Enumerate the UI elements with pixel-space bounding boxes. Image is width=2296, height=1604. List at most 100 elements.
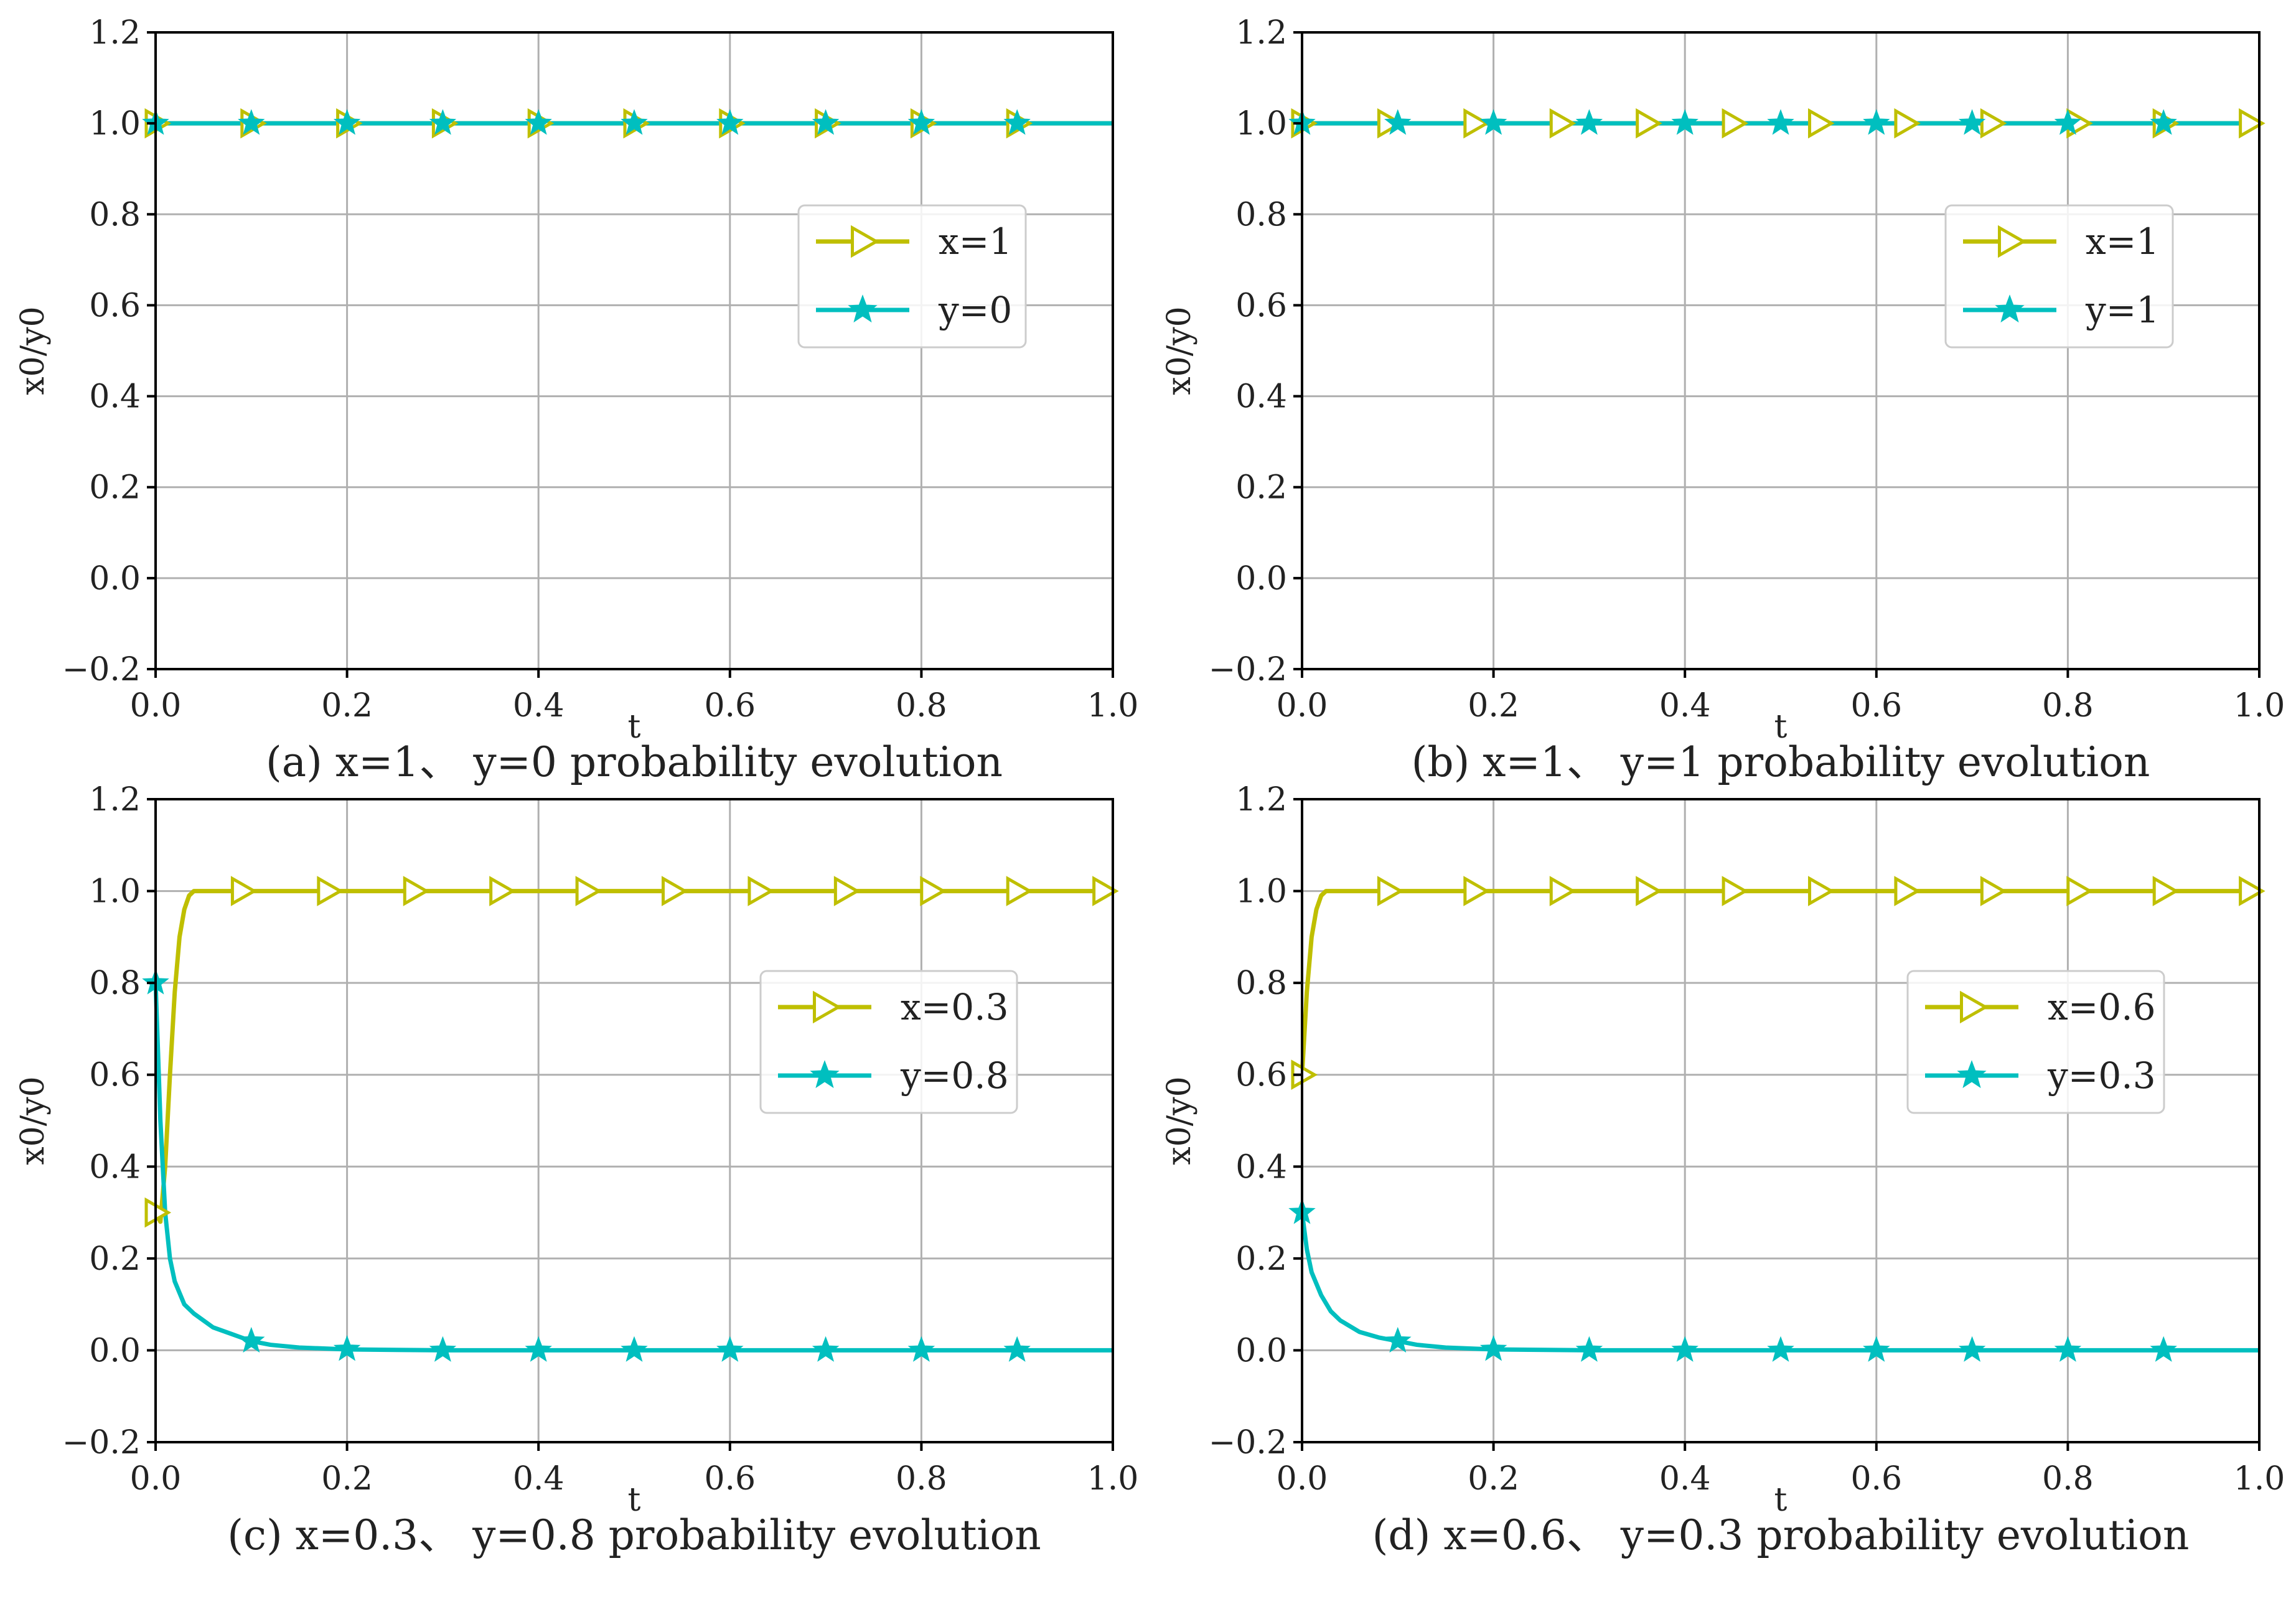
- data-point-x=0.3: [662, 876, 688, 906]
- x-tick-label: 1.0: [1087, 1460, 1139, 1498]
- y-tick-label: −0.2: [1209, 1424, 1287, 1461]
- x-tick-label: 0.4: [1659, 687, 1711, 725]
- data-point-y=0: [1003, 109, 1031, 135]
- data-point-y=0.3: [1671, 1336, 1699, 1362]
- legend: x=0.3 y=0.8: [759, 970, 1018, 1114]
- x-tick-label: 0.4: [1659, 1460, 1711, 1498]
- data-point-y=0.8: [429, 1336, 457, 1362]
- y-tick-label: 1.2: [1235, 14, 1287, 52]
- data-point-y=0: [333, 109, 361, 135]
- legend-label: x=0.3: [901, 986, 1009, 1028]
- x-tick-label: 0.4: [513, 1460, 565, 1498]
- data-point-y=0.3: [1479, 1335, 1507, 1361]
- data-point-x=0.3: [489, 876, 516, 906]
- legend-label: x=1: [2086, 220, 2159, 263]
- legend-marker-x=1: [1998, 225, 2027, 258]
- y-tick-label: 0.2: [1235, 469, 1287, 507]
- data-point-y=0.8: [907, 1336, 935, 1362]
- data-point-y=1: [1671, 109, 1699, 135]
- y-tick-label: 0.0: [1235, 560, 1287, 598]
- x-tick-label: 0.0: [1277, 687, 1328, 725]
- legend-marker-y=0: [848, 294, 878, 323]
- data-point-x=0.6: [2066, 876, 2093, 906]
- data-point-y=1: [1575, 109, 1603, 135]
- y-tick-label: 1.2: [1235, 781, 1287, 818]
- data-point-y=0.3: [1863, 1336, 1890, 1362]
- data-point-x=1: [1377, 108, 1404, 139]
- data-point-x=0.6: [1549, 876, 1577, 906]
- panel-caption: (d) x=0.6、 y=0.3 probability evolution: [1372, 1511, 2190, 1559]
- data-point-x=0.3: [403, 876, 430, 906]
- data-point-x=0.6: [1377, 876, 1404, 906]
- data-point-x=1: [2239, 108, 2266, 139]
- data-point-y=0.3: [2054, 1336, 2082, 1362]
- legend-label: y=0: [938, 289, 1012, 331]
- data-point-x=1: [1636, 108, 1662, 139]
- data-point-y=0.3: [1958, 1336, 1986, 1362]
- y-tick-label: 0.8: [1235, 965, 1287, 1002]
- y-tick-label: 0.8: [1235, 196, 1287, 233]
- data-point-x=0.3: [833, 876, 861, 906]
- data-point-x=0.3: [1006, 876, 1033, 906]
- series-line-y=0.8: [153, 983, 1113, 1353]
- data-point-y=0.8: [1003, 1336, 1031, 1362]
- x-tick-label: 0.4: [513, 687, 565, 725]
- legend: x=1 y=0: [797, 204, 1027, 349]
- panel-caption: (c) x=0.3、 y=0.8 probability evolution: [227, 1511, 1041, 1559]
- legend-marker-x=1: [851, 225, 880, 258]
- y-tick-label: 1.0: [89, 873, 141, 911]
- data-point-x=1: [1549, 108, 1577, 139]
- legend-marker-x=0.6: [1960, 990, 1989, 1024]
- y-tick-label: 0.0: [89, 1332, 141, 1369]
- y-tick-label: 0.2: [1235, 1241, 1287, 1278]
- data-point-y=1: [1863, 109, 1890, 135]
- y-tick-label: 0.0: [89, 560, 141, 598]
- x-tick-label: 0.8: [2042, 1460, 2094, 1498]
- data-point-x=1: [1980, 108, 2007, 139]
- y-tick-label: 0.6: [1235, 287, 1287, 324]
- data-point-y=1: [1479, 109, 1507, 135]
- legend-marker-y=0.3: [1957, 1060, 1987, 1089]
- data-point-x=1: [1722, 108, 1749, 139]
- data-point-y=1: [1767, 109, 1794, 135]
- x-tick-label: 0.2: [321, 1460, 373, 1498]
- x-tick-label: 0.0: [130, 687, 182, 725]
- y-tick-label: 0.2: [89, 1241, 141, 1278]
- panel-caption: (a) x=1、 y=0 probability evolution: [266, 738, 1003, 786]
- legend-label: y=1: [2085, 289, 2159, 331]
- data-point-y=0.3: [1575, 1336, 1603, 1362]
- data-point-y=0: [907, 109, 935, 135]
- x-tick-label: 0.6: [704, 687, 756, 725]
- x-tick-label: 0.6: [1850, 1460, 1902, 1498]
- data-point-y=0.8: [333, 1335, 361, 1361]
- legend: x=1 y=1: [1944, 204, 2174, 349]
- y-tick-label: 0.4: [89, 1148, 141, 1186]
- x-axis-label: t: [628, 1481, 641, 1519]
- x-tick-label: 0.8: [896, 687, 947, 725]
- data-point-x=0.6: [2239, 876, 2266, 906]
- plot-frame: [154, 798, 1114, 1443]
- y-axis-label: x0/y0: [1161, 306, 1198, 395]
- x-tick-label: 1.0: [2234, 687, 2285, 725]
- x-tick-label: 0.8: [896, 1460, 947, 1498]
- x-tick-label: 0.8: [2042, 687, 2094, 725]
- y-axis-label: x0/y0: [14, 306, 52, 395]
- legend: x=0.6 y=0.3: [1906, 970, 2165, 1114]
- data-point-y=0.8: [812, 1336, 840, 1362]
- data-point-y=0: [716, 109, 744, 135]
- y-axis-label: x0/y0: [14, 1076, 52, 1165]
- x-axis-label: t: [1774, 1481, 1788, 1519]
- data-point-x=0.3: [747, 876, 774, 906]
- legend-marker-y=1: [1995, 294, 2025, 323]
- data-point-y=0.8: [238, 1326, 265, 1353]
- panel-c: 0.0 0.2 0.4 0.6 0.8 1.0−0.20.00.20.40.60.81.0…: [14, 781, 1138, 1559]
- y-tick-label: 0.2: [89, 469, 141, 507]
- data-point-y=0.3: [2150, 1336, 2177, 1362]
- legend-label: x=1: [939, 220, 1012, 263]
- x-tick-label: 0.0: [1277, 1460, 1328, 1498]
- y-tick-label: 0.6: [1235, 1057, 1287, 1094]
- data-point-y=0.8: [525, 1336, 552, 1362]
- y-tick-label: 1.2: [89, 14, 141, 52]
- data-point-y=0: [429, 109, 457, 135]
- panel-a: 0.0 0.2 0.4 0.6 0.8 1.0−0.20.00.20.40.60.81.0…: [14, 14, 1138, 786]
